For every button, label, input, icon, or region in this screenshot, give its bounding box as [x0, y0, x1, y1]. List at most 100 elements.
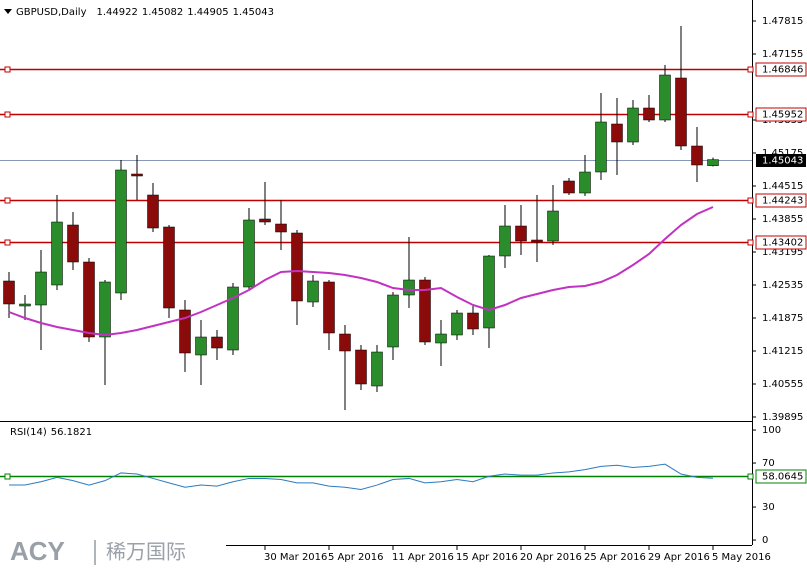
candle-body [35, 271, 47, 306]
candle-body [275, 223, 287, 233]
candle-body [531, 239, 543, 243]
x-tick-label: 5 Apr 2016 [328, 552, 383, 563]
candle-body [707, 159, 719, 166]
x-tick-label: 29 Apr 2016 [648, 552, 710, 563]
title-low: 1.44905 [187, 7, 228, 18]
level-label-box [755, 62, 807, 77]
y-tick-label: 1.47815 [762, 16, 803, 27]
level-handle [747, 197, 754, 204]
candle-body [643, 107, 655, 121]
y-tick-label: 30 [762, 502, 775, 513]
candle-body [355, 349, 367, 385]
candle-body [19, 303, 31, 307]
level-label: 58.0645 [762, 472, 803, 483]
level-label-box [755, 193, 807, 208]
chart-title: GBPUSD,Daily [16, 7, 87, 18]
candle-body [131, 173, 143, 177]
candle-body [451, 312, 463, 336]
candle-body [611, 123, 623, 143]
candle-body [179, 309, 191, 354]
y-tick-label: 1.43195 [762, 247, 803, 258]
chart-menu-icon[interactable] [4, 9, 12, 14]
x-tick-label: 30 Mar 2016 [264, 552, 327, 563]
y-tick-label: 1.43855 [762, 214, 803, 225]
y-tick-label: 1.42535 [762, 280, 803, 291]
candle-body [419, 279, 431, 343]
y-tick-label: 1.40555 [762, 379, 803, 390]
level-handle [747, 111, 754, 118]
y-tick-label: 1.39895 [762, 412, 803, 423]
indicator-line [9, 463, 714, 490]
level-handle [4, 239, 11, 246]
watermark-name: 稀万国际 [106, 540, 186, 564]
candle-body [195, 336, 207, 356]
y-tick-label: 100 [762, 425, 781, 436]
x-tick-label: 20 Apr 2016 [520, 552, 582, 563]
watermark-background [0, 530, 226, 575]
candle-body [83, 261, 95, 338]
y-tick-label: 1.41215 [762, 346, 803, 357]
watermark-separator [94, 540, 96, 565]
candle-body [403, 279, 415, 296]
candle-body [3, 280, 15, 305]
x-tick-label: 25 Apr 2016 [584, 552, 646, 563]
level-label-box [755, 235, 807, 250]
level-label: 1.44243 [762, 196, 803, 207]
candle-body [435, 333, 447, 344]
candle-body [579, 171, 591, 194]
candle-body [515, 225, 527, 242]
candle-body [547, 210, 559, 242]
y-tick-label: 1.41875 [762, 313, 803, 324]
candle-body [291, 232, 303, 302]
candle-body [243, 219, 255, 288]
candle-body [483, 255, 495, 329]
current-price-label: 1.45043 [762, 156, 803, 167]
plot-area: 1.478151.471551.458351.451751.445151.438… [0, 7, 807, 563]
current-price-box [756, 154, 806, 167]
y-tick-label: 0 [762, 535, 768, 546]
x-tick-label: 11 Apr 2016 [392, 552, 454, 563]
candle-body [691, 145, 703, 166]
indicator-value: 56.1821 [51, 427, 92, 438]
candle-body [147, 194, 159, 229]
title-open: 1.44922 [97, 7, 138, 18]
level-handle [747, 239, 754, 246]
level-handle [747, 66, 754, 73]
candle-body [259, 218, 271, 223]
level-label: 1.43402 [762, 238, 803, 249]
candle-body [211, 336, 223, 349]
x-tick-label: 15 Apr 2016 [456, 552, 518, 563]
level-handle [4, 66, 11, 73]
y-tick-label: 1.47155 [762, 49, 803, 60]
candle-body [467, 312, 479, 330]
level-handle [747, 473, 754, 480]
candle-body [115, 169, 127, 294]
level-handle [4, 473, 11, 480]
moving-average [8, 206, 714, 337]
candle-body [499, 225, 511, 257]
candle-body [339, 333, 351, 352]
candle-body [67, 224, 79, 263]
level-label: 1.46846 [762, 65, 803, 76]
candle-body [99, 281, 111, 338]
title-close: 1.45043 [233, 7, 274, 18]
candle-body [227, 286, 239, 351]
x-tick-label: 5 May 2016 [712, 552, 771, 563]
candle-body [595, 121, 607, 173]
title-high: 1.45082 [142, 7, 183, 18]
watermark: ACY 稀万国际 [0, 530, 226, 575]
level-label-box [755, 469, 807, 484]
candle-body [563, 180, 575, 194]
level-label-box [755, 107, 807, 122]
candle-body [675, 77, 687, 147]
candle-body [371, 351, 383, 387]
y-tick-label: 1.45175 [762, 148, 803, 159]
watermark-brand: ACY [10, 536, 65, 566]
candle-body [163, 226, 175, 309]
candle-body [627, 107, 639, 143]
candle-body [307, 280, 319, 303]
y-tick-label: 70 [762, 458, 775, 469]
level-handle [4, 111, 11, 118]
